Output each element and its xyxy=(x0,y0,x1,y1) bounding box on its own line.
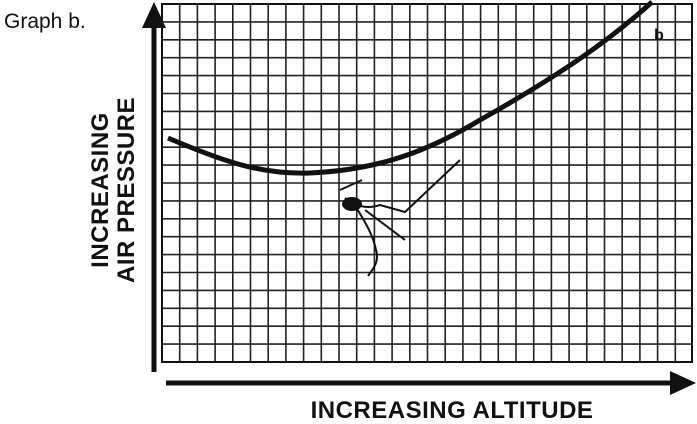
y-axis-label-line: AIR PRESSURE xyxy=(113,97,140,283)
diagram: Graph b. b INCREASING AIR PRESSURE INCRE… xyxy=(0,0,697,424)
grid xyxy=(162,4,692,362)
y-axis-label-line: INCREASING xyxy=(87,112,114,268)
scribble-blot xyxy=(342,197,362,211)
graph-label: Graph b. xyxy=(4,10,86,33)
curve-label: b xyxy=(654,27,664,44)
x-axis-label: INCREASING ALTITUDE xyxy=(311,397,594,424)
